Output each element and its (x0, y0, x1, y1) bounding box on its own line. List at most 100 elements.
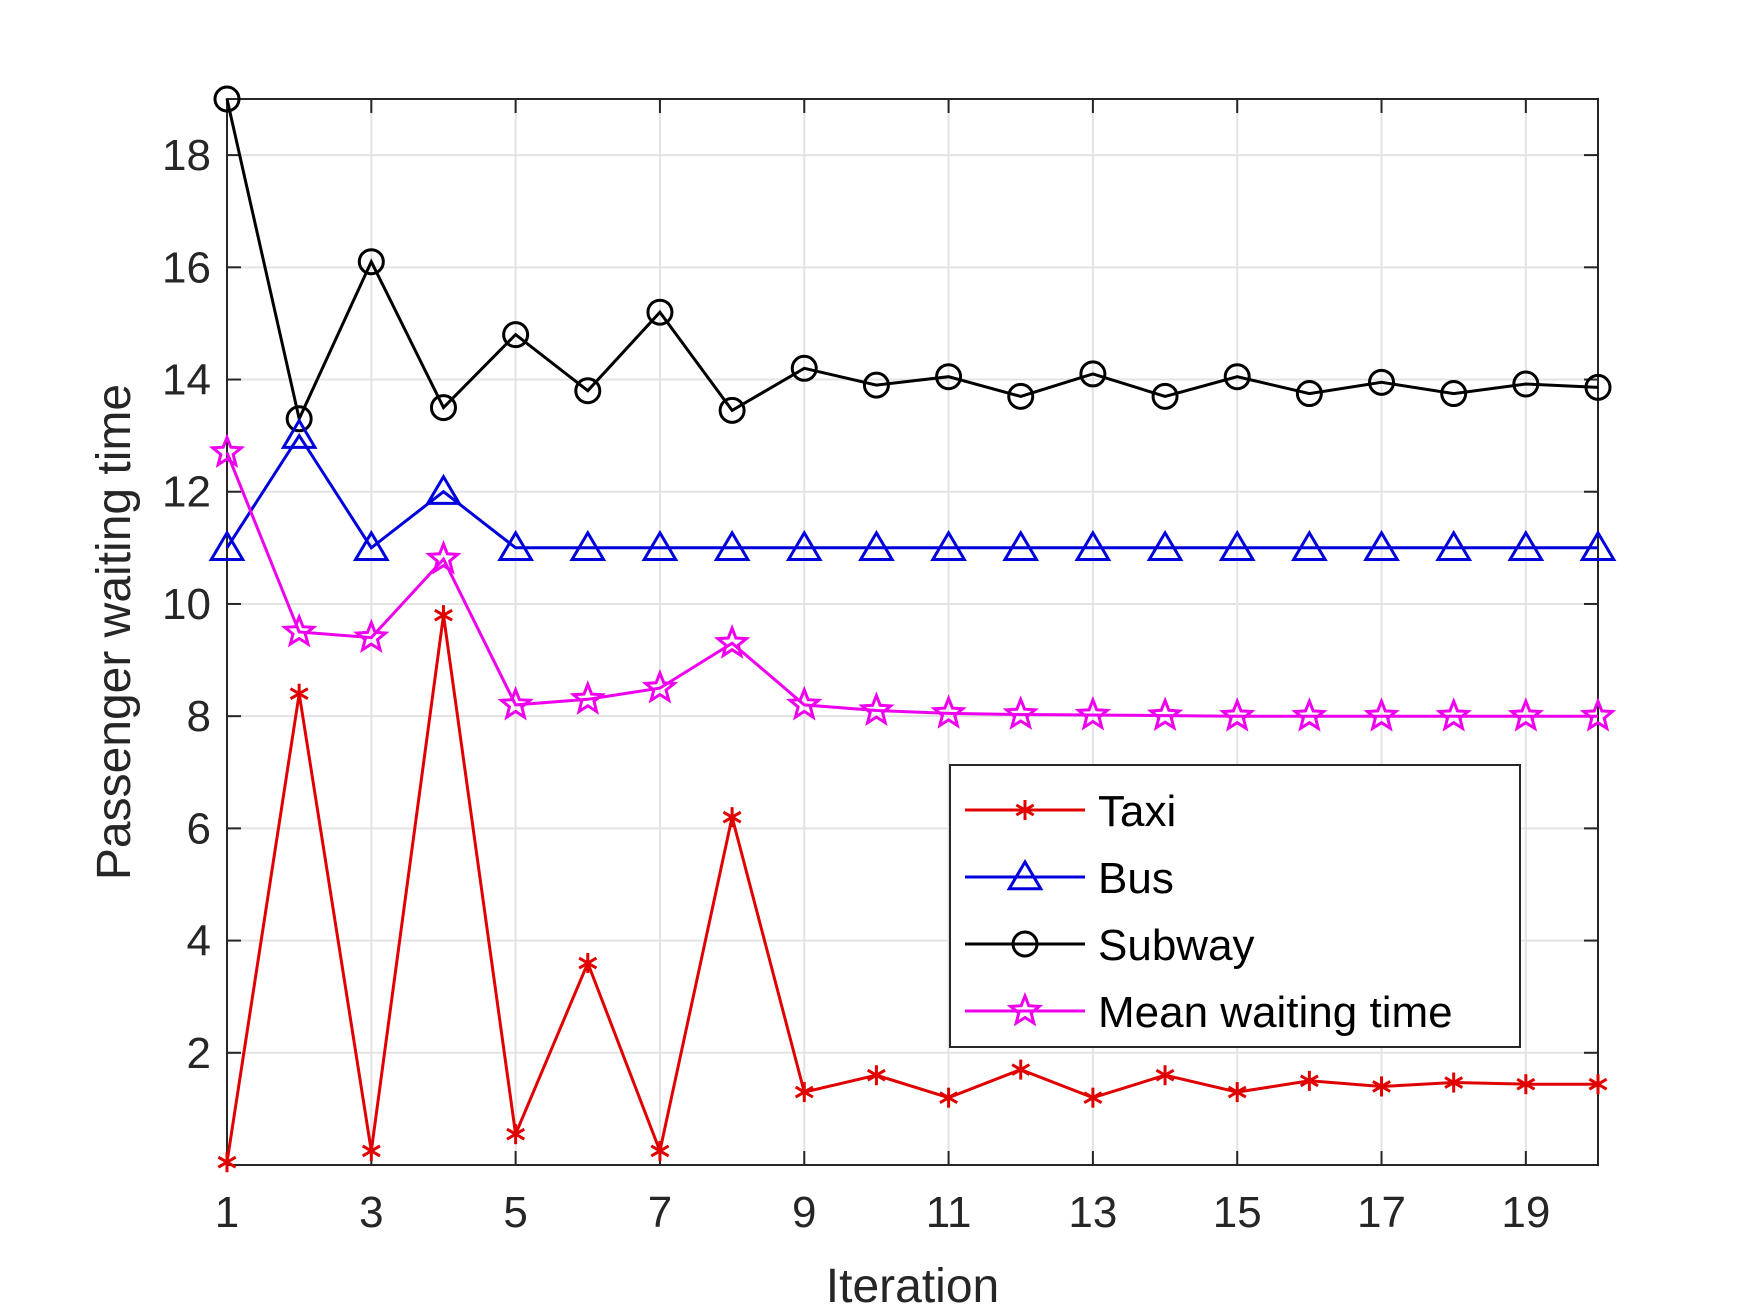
data-point-mean-waiting-time (1507, 697, 1544, 732)
grid-lines (226, 99, 1598, 1165)
y-axis-title: Passenger waiting time (88, 384, 141, 880)
data-point-mean-waiting-time (1435, 697, 1472, 732)
data-point-taxi (289, 683, 309, 704)
x-tick-label: 3 (359, 1188, 383, 1237)
data-point-mean-waiting-time (1579, 697, 1617, 732)
y-tick-label: 2 (187, 1029, 211, 1078)
series-group (208, 85, 1617, 1173)
data-point-taxi (1516, 1074, 1536, 1095)
data-point-bus (930, 529, 967, 562)
data-point-bus (858, 529, 895, 562)
data-point-subway (357, 248, 385, 276)
data-point-mean-waiting-time (1146, 696, 1184, 732)
data-point-subway (790, 354, 818, 382)
data-point-mean-waiting-time (1363, 697, 1400, 732)
data-point-taxi (867, 1065, 886, 1086)
legend-marker-bus (1006, 859, 1044, 891)
y-tick-label: 14 (162, 356, 211, 405)
data-point-mean-waiting-time (1218, 697, 1256, 732)
y-tick-label: 16 (162, 243, 211, 292)
data-point-mean-waiting-time (497, 685, 534, 721)
data-point-subway (1079, 360, 1107, 388)
data-point-bus (1290, 529, 1328, 562)
data-point-taxi (506, 1124, 526, 1145)
data-point-subway (1440, 380, 1468, 408)
x-tick-label: 5 (503, 1188, 527, 1237)
data-point-bus (208, 529, 246, 562)
data-point-subway (1584, 373, 1612, 401)
legend: Taxi Bus Subway Mean waiting time (949, 764, 1521, 1048)
series-line-taxi (225, 614, 1598, 1163)
data-point-bus (352, 529, 390, 562)
data-point-bus (713, 529, 751, 562)
data-point-subway (285, 405, 313, 433)
data-point-mean-waiting-time (1074, 695, 1112, 731)
data-point-bus (497, 529, 535, 562)
legend-label-subway: Subway (1098, 921, 1255, 970)
data-point-mean-waiting-time (1291, 697, 1328, 732)
data-point-taxi (1588, 1074, 1608, 1095)
data-point-bus (1579, 529, 1617, 562)
data-point-bus (1435, 529, 1473, 562)
x-tick-label: 17 (1357, 1188, 1406, 1237)
data-point-taxi (1444, 1072, 1464, 1093)
data-point-subway (646, 298, 674, 326)
data-point-taxi (217, 1152, 237, 1173)
data-point-subway (213, 85, 241, 113)
data-point-bus (569, 529, 607, 562)
data-point-bus (1074, 529, 1112, 562)
x-tick-label: 19 (1501, 1188, 1550, 1237)
x-tick-label: 15 (1213, 1188, 1262, 1237)
data-point-subway (1151, 382, 1179, 410)
legend-marker-taxi (1015, 800, 1035, 820)
data-point-taxi (1299, 1070, 1319, 1091)
x-tick-label: 11 (926, 1188, 972, 1237)
legend-marker-subway (1011, 930, 1039, 958)
legend-marker-mean-waiting-time (1006, 991, 1044, 1027)
data-point-bus (1363, 529, 1400, 562)
y-tick-label: 4 (187, 917, 211, 966)
data-point-subway (1223, 363, 1251, 391)
data-point-subway (718, 396, 746, 424)
data-point-taxi (939, 1087, 958, 1108)
legend-label-bus: Bus (1098, 854, 1174, 903)
data-point-mean-waiting-time (713, 624, 751, 659)
data-point-mean-waiting-time (425, 539, 462, 575)
x-tick-label: 1 (215, 1188, 239, 1237)
data-point-taxi (722, 807, 742, 828)
data-point-bus (1146, 529, 1184, 562)
data-point-taxi (650, 1140, 670, 1161)
data-point-taxi (578, 953, 598, 974)
series-line-mean-waiting-time (225, 451, 1598, 718)
data-point-mean-waiting-time (786, 685, 823, 721)
legend-label-mean-waiting-time: Mean waiting time (1098, 988, 1453, 1037)
data-point-mean-waiting-time (930, 694, 967, 729)
data-point-mean-waiting-time (641, 669, 679, 704)
data-point-taxi (1083, 1087, 1103, 1108)
series-line-bus (225, 432, 1598, 550)
data-point-taxi (1011, 1059, 1031, 1080)
data-point-bus (280, 417, 318, 449)
data-point-taxi (794, 1082, 814, 1103)
data-point-mean-waiting-time (353, 618, 390, 654)
data-point-bus (1507, 529, 1545, 562)
y-tick-label: 8 (187, 692, 211, 741)
data-point-subway (1007, 382, 1035, 410)
data-point-bus (425, 473, 462, 505)
x-axis-title: Iteration (826, 1260, 999, 1312)
data-point-mean-waiting-time (569, 680, 607, 715)
data-point-mean-waiting-time (858, 691, 895, 727)
data-point-bus (1002, 529, 1040, 562)
plot-area-frame (226, 98, 1599, 1166)
data-point-taxi (434, 605, 453, 626)
data-point-subway (862, 371, 890, 399)
data-point-subway (1295, 380, 1323, 408)
legend-label-taxi: Taxi (1098, 787, 1176, 836)
y-tick-label: 10 (162, 580, 211, 629)
data-point-mean-waiting-time (281, 612, 318, 648)
data-point-bus (1218, 529, 1256, 562)
data-point-bus (785, 529, 823, 562)
